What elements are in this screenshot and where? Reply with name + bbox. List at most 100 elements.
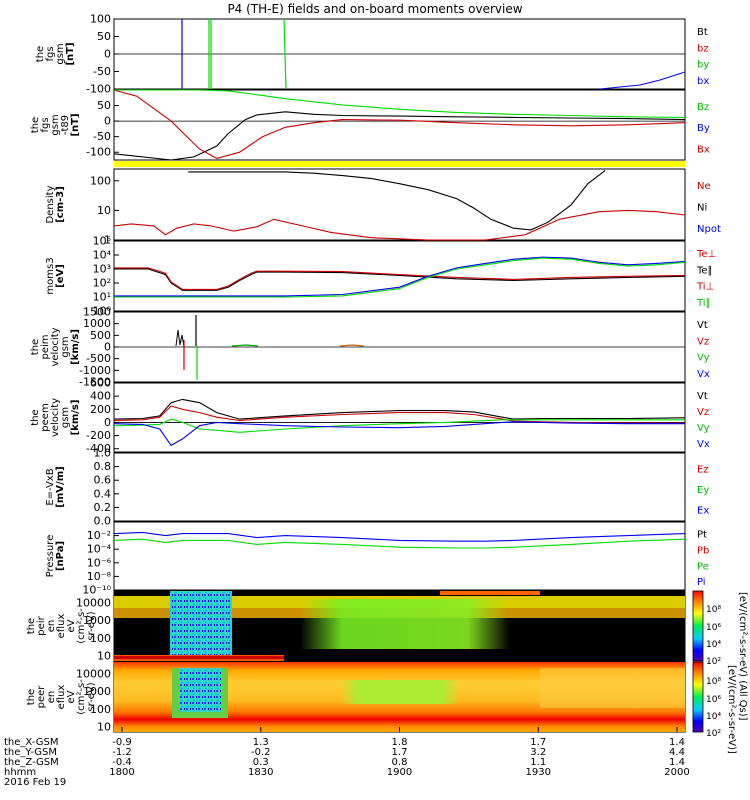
panel-2-series-green — [114, 89, 686, 118]
panel-10-ytick-3: 10 — [97, 721, 111, 734]
panel-peim-traces — [175, 315, 365, 380]
panel-5-ylabel-0: the — [30, 339, 41, 355]
panel-4-ytick-4: 10⁴ — [93, 249, 112, 262]
ephem-the_X-GSM-1: 1.3 — [253, 737, 269, 748]
ephem-hhmm-1: 1830 — [248, 767, 273, 778]
panel-7-ylabel-0: E=-VxB — [45, 468, 56, 505]
ephem-the_X-GSM-4: 1.4 — [669, 737, 685, 748]
ephem-the_X-GSM-0: -0.9 — [112, 737, 132, 748]
panel-5-legend-0: Vt — [697, 320, 708, 331]
panel-6-ylabel-4: [km/s] — [70, 400, 81, 436]
panel-2-ytick-1: 0 — [104, 115, 111, 128]
colorbar-label-peir: [eV/(cm²-s-sr-eV) (All Qs)] — [737, 592, 748, 721]
panel-5-ytick-6: -1500 — [79, 376, 111, 389]
spectrogram-peer — [114, 662, 685, 732]
panel-4-frame — [113, 240, 686, 312]
panel-1-ytick-4: -100 — [86, 83, 111, 96]
panel-1-ylabel-2: gsm — [55, 43, 66, 64]
panel-2-series-red — [113, 89, 686, 159]
panel-7-ytick-0: 1.0 — [94, 447, 112, 460]
panel-6-ytick-3: 0 — [104, 416, 111, 429]
panel-4-legend-3: Ti∥ — [696, 298, 711, 309]
panel-8-ylabel-1: [nPa] — [55, 541, 66, 571]
colorbar-peer — [692, 661, 704, 733]
peir-low-band-core — [114, 656, 284, 659]
panel-9-ylabel-3: eflux — [56, 614, 67, 639]
panel-1-ylabel-3: [nT] — [65, 42, 76, 65]
panel-10-ylabel-6: sr-eV) — [86, 682, 97, 711]
panel-4-legend-0: Te⊥ — [696, 249, 716, 260]
peir-green-region — [300, 599, 510, 649]
panel-7-ytick-1: 0.8 — [94, 460, 112, 473]
panel-8-ylabel-0: Pressure — [45, 535, 56, 578]
peer-cyan-block — [180, 668, 222, 712]
panel-7-ylabel-1: [mV/m] — [55, 466, 66, 507]
panel-8-ytick-3: 10⁻⁴ — [87, 543, 112, 556]
panel-fgs-traces — [181, 18, 686, 90]
panel-3-ylabel-0: Density — [45, 185, 56, 223]
panel-5-ylabel-1: peim — [40, 334, 51, 359]
panel-6-ylabel-2: velocity — [50, 398, 61, 437]
panel-2-ytick-0: 50 — [97, 99, 111, 112]
panel-4-series-black — [114, 268, 686, 291]
ephem-the_Y-GSM-3: 3.2 — [530, 747, 546, 758]
panel-4-series-red — [114, 267, 686, 290]
panel-6-ytick-2: 200 — [90, 403, 111, 416]
panel-9-ytick-2: 100 — [90, 632, 111, 645]
panel-6-ytick-5: -400 — [86, 442, 111, 455]
panel-6-ytick-0: 600 — [90, 377, 111, 390]
panel-6-series-blue — [113, 421, 685, 447]
panel-6-legend-1: Vz — [697, 407, 709, 418]
ephem-the_Z-GSM-2: 0.8 — [392, 757, 408, 768]
panel-5-ytick-2: 500 — [90, 329, 111, 342]
panel-3-series-black — [188, 170, 606, 231]
panel-9-ylabel-4: eV — [66, 619, 77, 632]
panel-9-ytick-0: 10000 — [76, 597, 111, 610]
panel-6-ytick-1: 400 — [90, 390, 111, 403]
ephemeris-table: the_X-GSM the_Y-GSM the_Z-GSM hhmm 2016 … — [4, 727, 690, 788]
panel-4-ytick-0: 10⁰ — [93, 305, 112, 318]
panel-1-ytick-2: 0 — [104, 48, 111, 61]
panel-1-ytick-3: -50 — [93, 65, 111, 78]
panel-4-ylabel-1: [eV] — [55, 264, 66, 288]
cbar2-tick-1: 10⁶ — [706, 695, 721, 705]
panel-5-ytick-5: -1000 — [79, 364, 111, 377]
panel-7-ytick-5: 0.0 — [94, 515, 112, 528]
panel-7-legend-2: Ex — [697, 506, 709, 517]
panel-6-series-green — [113, 418, 685, 433]
panel-10-ylabel-1: peer — [36, 685, 47, 709]
panel-2-legend-2: Bx — [697, 144, 710, 155]
panel-1-legend-0: Bt — [697, 27, 708, 38]
ephem-the_Y-GSM-1: -0.2 — [251, 747, 271, 758]
panel-8-frame — [113, 521, 686, 591]
panel-4-ytick-2: 10² — [93, 277, 111, 290]
panel-6-ylabel-1: peem — [40, 403, 51, 431]
panel-10-ylabel-0: the — [26, 689, 37, 705]
panel-3-legend-2: Npot — [697, 224, 721, 235]
panel-6-legend-2: Vy — [697, 423, 710, 434]
panel-4-ytick-1: 10¹ — [93, 291, 111, 304]
ephem-the_X-GSM-2: 1.8 — [392, 737, 408, 748]
panel-4-ytick-3: 10³ — [93, 263, 111, 276]
panel-10-ytick-1: 1000 — [83, 685, 111, 698]
panel-4-legend-2: Ti⊥ — [696, 282, 714, 293]
panel-5-ylabel-3: gsm — [60, 336, 71, 357]
spectrogram-peir — [114, 591, 685, 661]
panel-7-ytick-3: 0.4 — [94, 487, 112, 500]
panel-9-ylabel-1: peir — [36, 615, 47, 635]
ephem-date: 2016 Feb 19 — [4, 777, 66, 788]
panel-5-ytick-1: 1000 — [83, 317, 111, 330]
ephem-the_Y-GSM-4: 4.4 — [669, 747, 685, 758]
peim-vt-burst — [175, 329, 185, 348]
panel-3-legend-0: Ne — [697, 181, 711, 192]
panel-3-legend-1: Ni — [697, 203, 707, 214]
panel-7-legend-1: Ey — [697, 485, 709, 496]
panel-6-legend-3: Vx — [697, 439, 710, 450]
panel-3-frame — [113, 168, 686, 241]
colorbar-peir — [692, 590, 704, 662]
panel-2-ylabel-0: the — [30, 117, 41, 133]
panel-4-series-blue — [114, 256, 686, 297]
panel-8-ytick-4: 10⁻² — [87, 529, 111, 542]
cbar1-tick-1: 10⁶ — [706, 623, 721, 633]
panel-5-legend-1: Vz — [697, 336, 709, 347]
